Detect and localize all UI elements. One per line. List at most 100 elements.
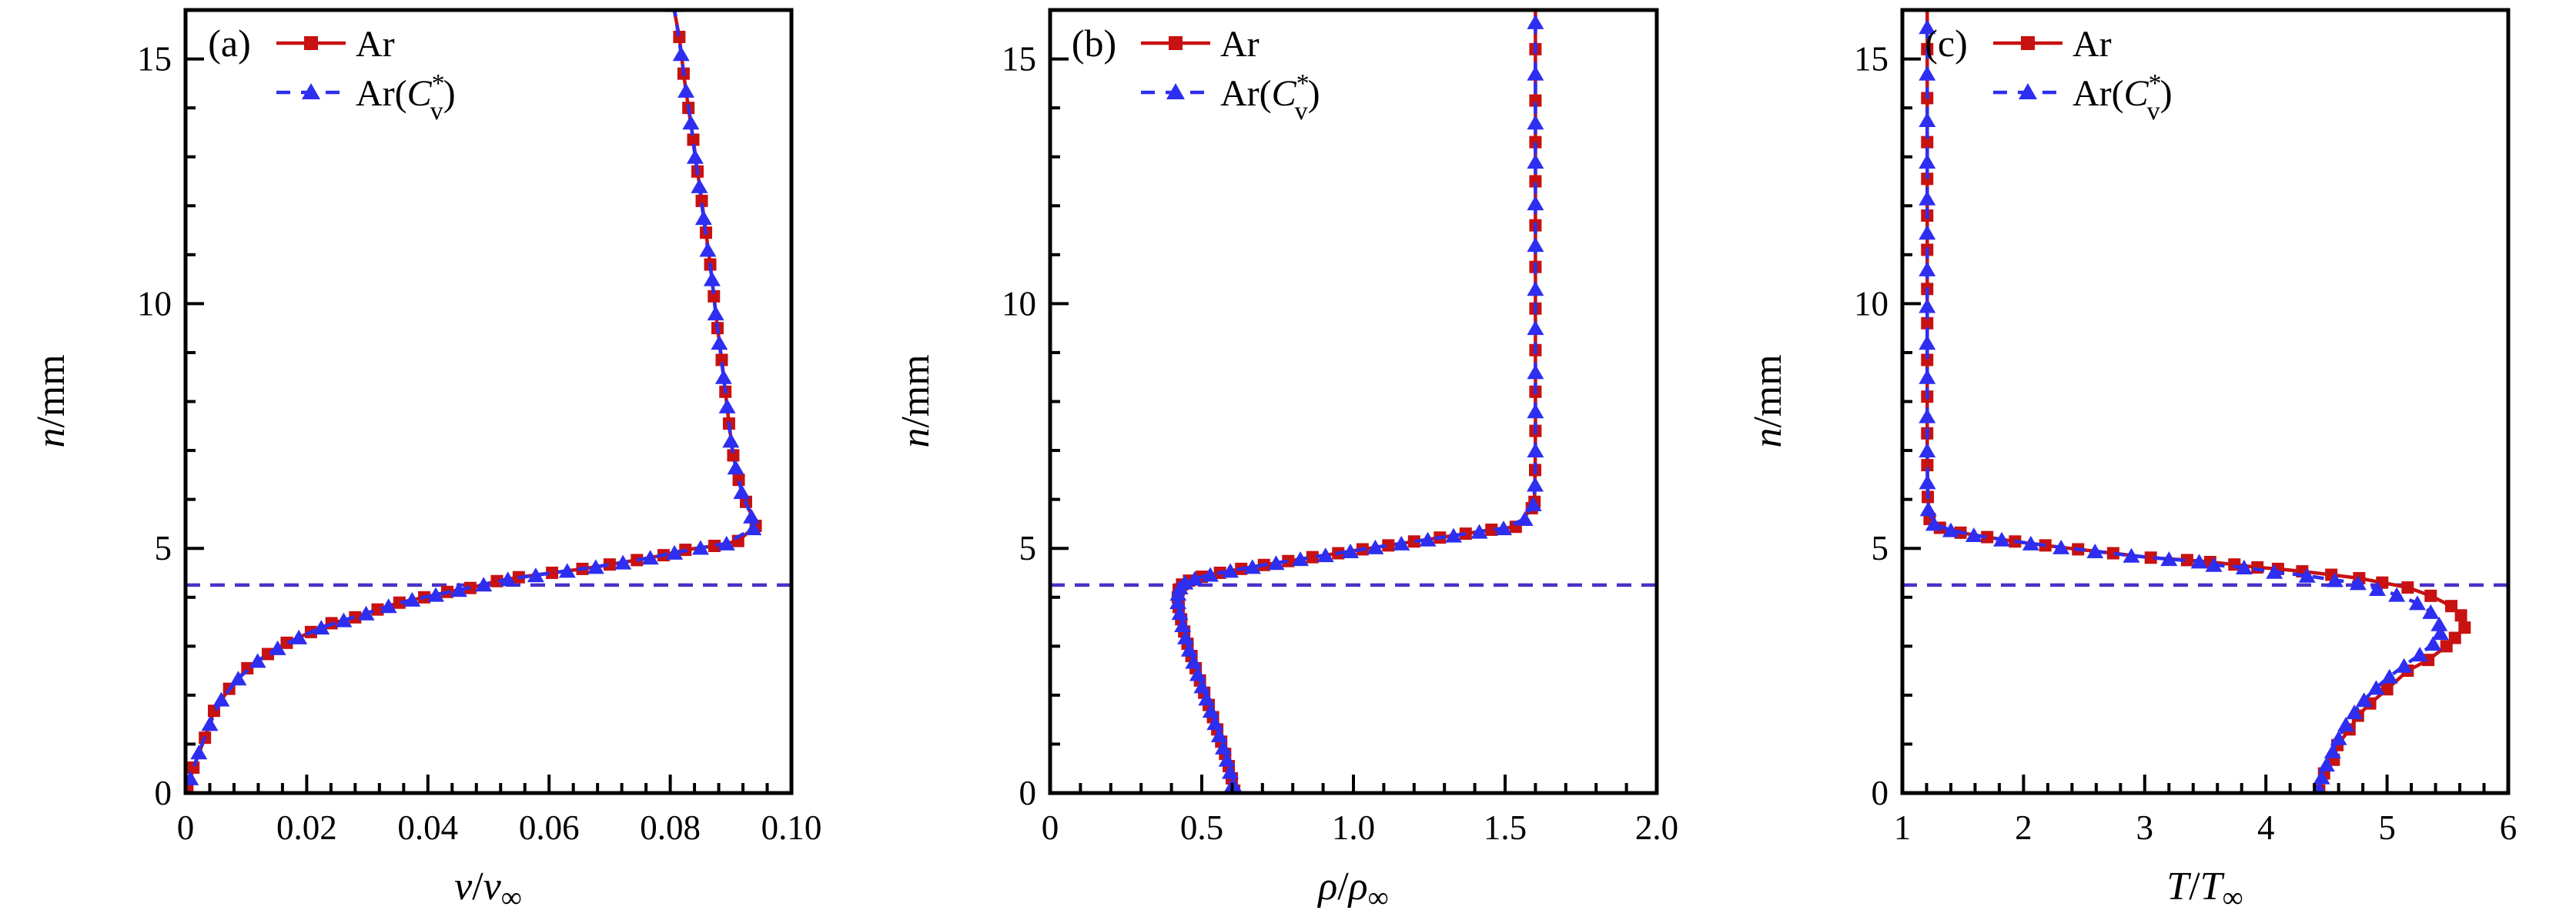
triangle-marker-icon [1993,531,2011,547]
triangle-marker-icon [686,149,704,164]
triangle-marker-icon [1495,520,1513,536]
triangle-marker-icon [2313,769,2330,785]
triangle-marker-icon [1527,403,1544,419]
triangle-marker-icon [1169,586,1187,601]
triangle-marker-icon [190,745,208,760]
x-tick-label: 0.02 [276,808,337,847]
triangle-marker-icon [2369,581,2387,596]
triangle-marker-icon [2190,554,2208,569]
legend-label-arcv: Ar(C* v) [356,69,456,126]
triangle-marker-icon [733,484,751,500]
triangle-marker-icon [357,605,375,621]
x-tick-label: 2.0 [1635,808,1678,847]
triangle-marker-icon [714,369,732,384]
triangle-marker-icon [1202,703,1219,718]
square-marker-icon [186,784,194,793]
triangle-marker-icon [682,115,700,130]
legend-square-marker-icon [1169,36,1183,50]
legend-label-arcv: Ar(C* v) [2073,69,2173,126]
curves [1169,10,1544,793]
plot-area-b: 0 0.5 1.0 1.5 2.0 0 5 10 15 [1002,8,1678,847]
x-tick-label: 3 [2136,808,2154,847]
legend-a: Ar Ar(C* v) [276,24,456,126]
y-axis-title-a: n/mm [29,354,73,447]
plot-area-c: 1 2 3 4 5 6 0 5 10 15 [1854,8,2517,847]
x-tick-label: 2 [2015,808,2032,847]
panel-c: 1 2 3 4 5 6 0 5 10 15 (c) Ar Ar(C* v) T/T∞ n/mm [1746,8,2517,914]
triangle-marker-icon [1267,555,1285,571]
x-axis-title-c: T/T∞ [2166,865,2243,914]
legend-square-marker-icon [304,36,318,50]
triangle-marker-icon [499,571,517,587]
triangle-marker-icon [1222,563,1239,578]
triangle-marker-icon [718,535,735,551]
square-marker-icon [1981,530,1994,544]
x-tick-label: 6 [2500,808,2517,847]
legend-square-marker-icon [2021,36,2035,50]
panel-letter-a: (a) [208,22,251,65]
y-tick-label: 5 [1019,529,1037,567]
series-markers-arcv [186,10,762,785]
square-marker-icon [687,133,700,146]
triangle-marker-icon [186,770,199,785]
triangle-marker-icon [403,591,421,607]
triangle-marker-icon [1527,115,1544,130]
triangle-marker-icon [1527,281,1544,296]
legend-triangle-marker-icon [2019,83,2037,99]
curves [1919,10,2471,793]
triangle-marker-icon [1942,522,1959,537]
triangle-marker-icon [313,620,330,635]
triangle-marker-icon [2326,572,2343,587]
triangle-marker-icon [2298,567,2316,583]
triangle-marker-icon [2323,743,2341,758]
triangle-marker-icon [1919,225,1936,240]
square-marker-icon [1485,524,1498,537]
square-marker-icon [2458,621,2471,634]
triangle-marker-icon [212,691,230,707]
series-line-arcv [189,10,755,779]
triangle-marker-icon [2355,692,2373,708]
triangle-marker-icon [1214,739,1232,755]
y-tick-label: 0 [155,774,172,812]
triangle-marker-icon [2205,557,2223,572]
x-tick-label: 4 [2257,808,2275,847]
square-marker-icon [1529,94,1542,107]
square-marker-icon [1921,316,1934,330]
triangle-marker-icon [1919,335,1936,350]
x-tick-label: 0.04 [397,808,458,847]
series-markers-ar [1171,10,1542,793]
legend-c: Ar Ar(C* v) [1993,24,2173,126]
panel-a: 0 0.02 0.04 0.06 0.08 0.10 0 5 10 15 (a) Ar Ar(C*… [29,8,821,914]
triangle-marker-icon [1527,65,1544,81]
triangle-marker-icon [677,82,695,98]
plot-area-a: 0 0.02 0.04 0.06 0.08 0.10 0 5 10 15 [137,8,821,847]
triangle-marker-icon [1919,190,1936,206]
x-tick-label: 0 [177,808,195,847]
triangle-marker-icon [1919,261,1936,276]
triangle-marker-icon [1292,551,1310,567]
square-marker-icon [1921,172,1934,186]
square-marker-icon [695,194,708,207]
triangle-marker-icon [1925,516,1942,531]
triangle-marker-icon [1174,617,1192,632]
legend-triangle-marker-icon [302,83,320,99]
y-tick-label: 10 [137,284,172,323]
triangle-marker-icon [1210,727,1228,742]
triangle-marker-icon [722,433,740,448]
square-marker-icon [1306,551,1319,564]
square-marker-icon [2144,551,2157,564]
triangle-marker-icon [1965,527,1982,543]
triangle-marker-icon [587,559,604,574]
triangle-marker-icon [229,671,247,686]
triangle-marker-icon [380,598,397,614]
triangle-marker-icon [2431,625,2449,641]
square-marker-icon [2228,558,2241,571]
series-line-ar [1925,10,2467,791]
triangle-marker-icon [703,271,721,286]
triangle-marker-icon [1445,527,1463,543]
triangle-marker-icon [335,612,353,628]
square-marker-icon [708,289,721,303]
y-axis-title-b: n/mm [894,354,938,447]
